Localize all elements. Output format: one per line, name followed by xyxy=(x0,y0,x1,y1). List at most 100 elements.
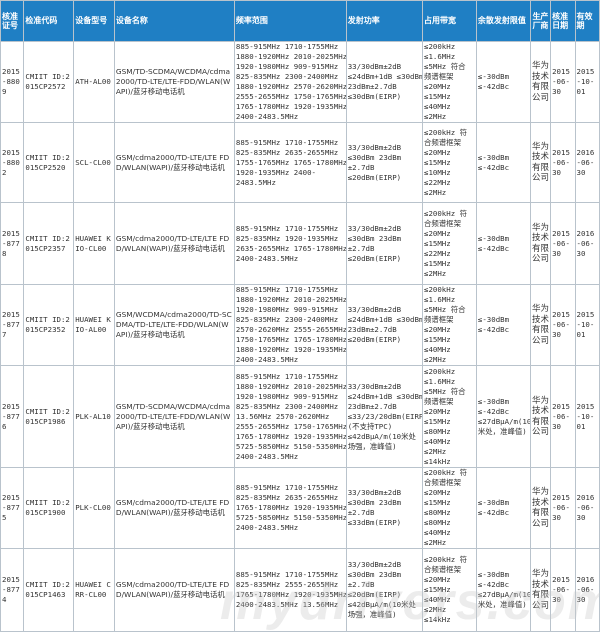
bandwidth-cell-line: ≤200kHz xyxy=(424,42,456,52)
bandwidth-cell-line: ≤22MHz xyxy=(424,248,451,258)
spurious-cell-line: 米处，准峰值) xyxy=(477,426,527,436)
frequency-cell: 885-915MHz 1710-1755MHz 825-835MHz 2635-2… xyxy=(233,122,347,203)
bandwidth-cell-line: ≤40MHz xyxy=(424,102,451,111)
frequency-cell-line: 1880-1920MHz 2570-2620MHz xyxy=(235,82,347,91)
frequency-cell-line: 5725-5850MHz 5150-5350MHz xyxy=(235,441,347,451)
power-cell-line: 33/30dBm±2dB xyxy=(347,560,402,569)
spurious-cell-line: ≤-42dBc xyxy=(477,406,510,416)
frequency-cell-line: 1920-1980MHz 909-915MHz xyxy=(235,62,339,71)
frequency-cell-line: 1750-1765MHz 1765-1780MHz xyxy=(235,335,347,344)
frequency-cell-line: 2635-2655MHz 1765-1780MHz xyxy=(235,243,347,253)
bandwidth-cell-line: ≤2MHz xyxy=(424,187,447,197)
power-cell-line: 33/30dBm±2dB xyxy=(347,223,402,233)
power-cell-line: ≤24dBm+1dB ≤30dBm xyxy=(347,391,423,401)
bandwidth-cell-line: 合频谱框架 xyxy=(424,137,461,147)
cert-no-cell: 2015-8774 xyxy=(0,548,25,632)
frequency-cell-line: 2400-2483.5MHz xyxy=(235,253,299,263)
power-cell-line: ≤24dBm+1dB ≤30dBm xyxy=(347,72,423,81)
cert-no-cell: 2015-8809 xyxy=(0,41,25,123)
power-cell-line: ≤20dBm(EIRP) xyxy=(347,335,402,344)
model-cell: PLK-CL00 xyxy=(73,467,115,549)
bandwidth-cell-line: ≤80MHz xyxy=(424,508,451,517)
table-row: 2015-8802 CMIIT ID:2015CP2520 SCL-CL00 GSM/… xyxy=(0,122,600,203)
bandwidth-cell-line: ≤1.6MHz xyxy=(424,376,456,386)
bandwidth-cell-line: 合频谱框架 xyxy=(424,565,461,574)
power-cell: 33/30dBm±2dB ≤24dBm+1dB ≤30dBm 23dBm±2.7dB… xyxy=(345,284,424,366)
model-cell: PLK-AL10 xyxy=(73,365,115,468)
bandwidth-cell-line: ≤15MHz xyxy=(424,416,451,426)
frequency-cell-line: 1765-1780MHz 1920-1935MHz xyxy=(235,503,347,512)
spurious-cell: ≤-30dBm ≤-42dBc xyxy=(475,41,531,123)
bandwidth-cell-line: 合频谱框架 xyxy=(424,218,461,228)
bandwidth-cell-line: ≤20MHz xyxy=(424,406,451,416)
manufacturer-cell: 华为技术有限公司 xyxy=(529,41,552,123)
power-cell-line: ±2.7dB xyxy=(347,243,375,253)
frequency-cell: 885-915MHz 1710-1755MHz 825-835MHz 1920-1… xyxy=(233,202,347,285)
bandwidth-cell-line: ≤20MHz xyxy=(424,82,451,91)
power-cell-line: ≤33/23/20dBm(EIRP) xyxy=(347,411,423,421)
device-name-cell: GSM/TD-SCDMA/WCDMA/cdma2000/TD-LTE/LTE-F… xyxy=(113,41,235,123)
frequency-cell-line: 825-835MHz 2635-2655MHz xyxy=(235,493,339,502)
header-expiry: 有效期 xyxy=(574,0,600,42)
bandwidth-cell-line: ≤15MHz xyxy=(424,92,451,101)
approval-date-cell: 2015-06-30 xyxy=(550,548,576,632)
bandwidth-cell-line: ≤10MHz xyxy=(424,167,451,177)
table-row: 2015-8774 CMIIT ID:2015CP1463 HUAWEI CRR-C… xyxy=(0,548,600,632)
bandwidth-cell: ≤200kHz ≤1.6MHz ≤5MHz 符合 频谱框架 ≤20MHz ≤15MHz ≤4… xyxy=(422,41,477,123)
frequency-cell-line: 1765-1780MHz 1920-1935MHz xyxy=(235,102,347,111)
power-cell: 33/30dBm±2dB ≤24dBm+1dB ≤30dBm 23dBm±2.7dB… xyxy=(345,41,424,123)
manufacturer-cell: 华为技术有限公司 xyxy=(529,467,552,549)
bandwidth-cell-line: ≤15MHz xyxy=(424,238,451,248)
header-manufacturer: 生产厂商 xyxy=(529,0,552,42)
header-model: 设备型号 xyxy=(73,0,115,42)
bandwidth-cell-line: ≤22MHz xyxy=(424,177,451,187)
spurious-cell: ≤-30dBm ≤-42dBc xyxy=(475,467,531,549)
spurious-cell-line: 米处，准峰值) xyxy=(477,600,527,609)
device-name-cell: GSM/cdma2000/TD-LTE/LTE FDD/WLAN(WAPI)/蓝… xyxy=(113,202,235,285)
bandwidth-cell-line: ≤15MHz xyxy=(424,157,451,167)
bandwidth-cell-line: ≤15MHz xyxy=(424,335,451,344)
frequency-cell-line: 885-915MHz 1710-1755MHz xyxy=(235,483,339,492)
header-approval-date: 核准日期 xyxy=(550,0,576,42)
bandwidth-cell-line: ≤2MHz xyxy=(424,268,447,278)
bandwidth-cell-line: ≤20MHz xyxy=(424,575,451,584)
spurious-cell-line: ≤-30dBm xyxy=(477,233,510,243)
frequency-cell-line: 2555-2655MHz 1750-1765MHz xyxy=(235,421,347,431)
frequency-cell: 885-915MHz 1710-1755MHz 825-835MHz 2555-2… xyxy=(233,548,347,632)
table-row: 2015-8777 CMIIT ID:2015CP2352 HUAWEI KIO-A… xyxy=(0,284,600,366)
frequency-cell-line: 825-835MHz 2300-2400MHz xyxy=(235,401,339,411)
bandwidth-cell-line: ≤2MHz xyxy=(424,112,447,121)
frequency-cell-line: 1880-1920MHz 1920-1935MHz xyxy=(235,345,347,354)
power-cell-line: 23dBm±2.7dB xyxy=(347,82,397,91)
power-cell-line: 33/30dBm±2dB xyxy=(347,142,402,152)
frequency-cell-line: 885-915MHz 1710-1755MHz xyxy=(235,285,339,295)
power-cell-line: ≤33dBm(EIRP) xyxy=(347,518,402,527)
spurious-cell-line: ≤-42dBc xyxy=(477,82,510,91)
bandwidth-cell-line: ≤200kHz 符 xyxy=(424,468,467,478)
power-cell-line: ≤20dBm(EIRP) xyxy=(347,172,402,182)
bandwidth-cell-line: ≤15MHz xyxy=(424,585,451,594)
device-name-cell: GSM/cdma2000/TD-LTE/LTE FDD/WLAN(WAPI)/蓝… xyxy=(113,122,235,203)
expiry-cell: 2015-10-01 xyxy=(574,284,600,366)
bandwidth-cell-line: ≤20MHz xyxy=(424,325,451,334)
frequency-cell-line: 825-835MHz 2635-2655MHz xyxy=(235,147,339,157)
bandwidth-cell-line: ≤2MHz xyxy=(424,538,447,547)
bandwidth-cell: ≤200kHz 符合频谱框架 ≤20MHz ≤15MHz ≤22MHz ≤15MHz ≤2… xyxy=(422,202,477,285)
bandwidth-cell-line: ≤40MHz xyxy=(424,595,451,604)
spurious-cell: ≤-30dBm ≤-42dBc xyxy=(475,122,531,203)
spurious-cell-line: ≤-30dBm xyxy=(477,396,510,406)
bandwidth-cell-line: ≤15MHz xyxy=(424,498,451,507)
power-cell-line: ±2.7dB xyxy=(347,162,375,172)
power-cell-line: ≤42dBμA/m(10米处 xyxy=(347,600,416,609)
spurious-cell: ≤-30dBm ≤-42dBc ≤27dBμA/m(10 米处，准峰值) xyxy=(475,548,531,632)
code-cell: CMIIT ID:2015CP2572 xyxy=(23,41,75,123)
power-cell: 33/30dBm±2dB ≤30dBm 23dBm ±2.7dB ≤20dBm(EIR… xyxy=(345,548,424,632)
power-cell-line: 23dBm±2.7dB xyxy=(347,325,397,334)
frequency-cell-line: 1765-1780MHz 1920-1935MHz xyxy=(235,431,347,441)
bandwidth-cell-line: ≤5MHz 符合 xyxy=(424,305,466,314)
bandwidth-cell-line: ≤40MHz xyxy=(424,528,451,537)
expiry-cell: 2016-06-30 xyxy=(574,548,600,632)
power-cell-line: ≤30dBm(EIRP) xyxy=(347,92,402,101)
spurious-cell: ≤-30dBm ≤-42dBc xyxy=(475,202,531,285)
